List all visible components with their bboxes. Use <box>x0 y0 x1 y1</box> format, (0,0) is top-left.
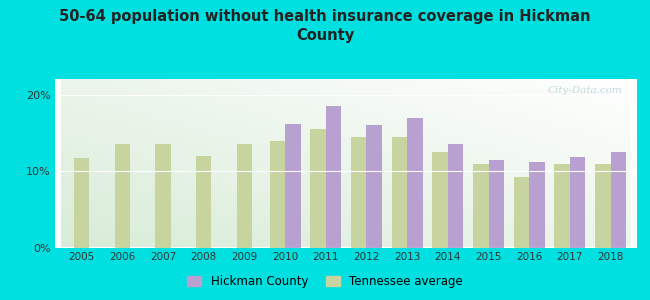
Bar <box>610 152 626 248</box>
Bar <box>285 124 300 248</box>
Bar <box>529 162 545 247</box>
Text: City-Data.com: City-Data.com <box>548 86 623 95</box>
Bar <box>448 144 463 247</box>
Bar <box>392 137 407 248</box>
Bar <box>595 164 610 247</box>
Bar <box>367 125 382 248</box>
Bar <box>351 137 367 248</box>
Bar <box>74 158 90 247</box>
Bar <box>114 144 130 247</box>
Text: 50-64 population without health insurance coverage in Hickman
County: 50-64 population without health insuranc… <box>59 9 591 43</box>
Bar <box>237 144 252 247</box>
Bar <box>196 156 211 248</box>
Bar <box>514 177 529 247</box>
Legend: Hickman County, Tennessee average: Hickman County, Tennessee average <box>182 270 468 292</box>
Bar <box>326 106 341 247</box>
Bar <box>407 118 422 248</box>
Bar <box>432 152 448 248</box>
Bar <box>270 141 285 248</box>
Bar <box>310 129 326 248</box>
Bar <box>155 144 171 247</box>
Bar <box>570 158 586 248</box>
Bar <box>489 160 504 248</box>
Bar <box>473 164 489 247</box>
Bar <box>554 164 570 247</box>
